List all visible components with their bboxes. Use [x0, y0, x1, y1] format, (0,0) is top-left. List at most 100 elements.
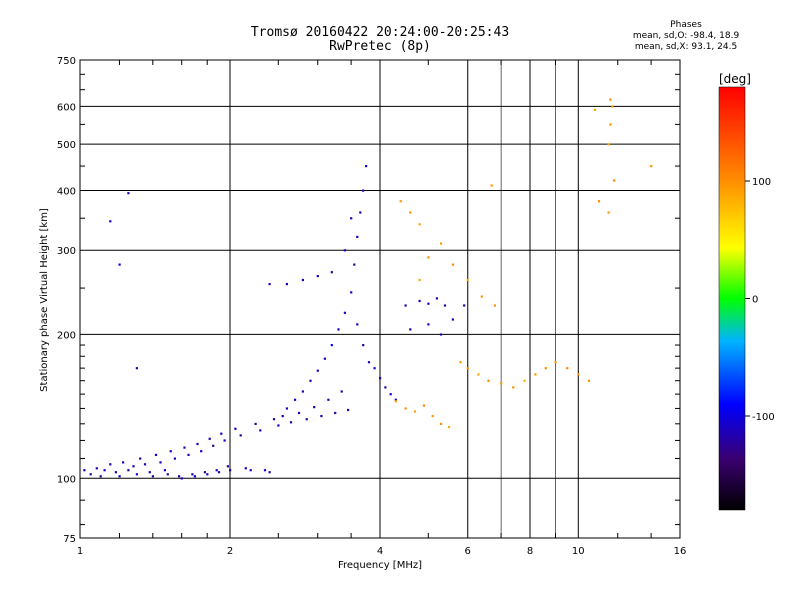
- x-tick-label: 2: [227, 546, 233, 557]
- data-point: [340, 390, 343, 393]
- data-point: [109, 463, 112, 466]
- data-point: [607, 211, 610, 214]
- data-point: [187, 453, 190, 456]
- chart-title-block: Tromsø 20160422 20:24:00-20:25:43 RwPret…: [80, 26, 680, 54]
- data-point: [208, 437, 211, 440]
- data-point: [609, 98, 612, 101]
- data-point: [249, 469, 252, 472]
- data-point: [109, 220, 112, 223]
- data-point: [217, 471, 221, 474]
- data-point: [183, 446, 186, 449]
- data-point: [451, 263, 454, 266]
- data-point: [154, 453, 158, 456]
- data-point: [309, 379, 312, 382]
- data-point: [650, 165, 653, 168]
- data-point: [347, 408, 350, 412]
- phase-stats-x: mean, sd,X: 93.1, 24.5: [634, 42, 738, 52]
- data-point: [477, 373, 480, 376]
- data-point: [487, 379, 490, 382]
- data-point: [463, 304, 466, 307]
- data-point: [356, 323, 359, 326]
- data-point: [422, 404, 426, 407]
- data-point: [122, 461, 125, 464]
- data-point: [451, 318, 454, 321]
- data-point: [566, 367, 569, 370]
- data-point: [593, 108, 597, 111]
- data-point: [180, 477, 183, 480]
- data-point: [169, 450, 172, 453]
- data-point: [234, 427, 237, 430]
- data-point: [409, 211, 412, 214]
- data-point: [313, 406, 316, 409]
- x-tick-label: 1: [77, 546, 83, 557]
- data-point: [334, 411, 337, 415]
- data-point: [409, 328, 412, 331]
- x-tick-label: 4: [377, 546, 383, 557]
- data-point: [89, 473, 92, 476]
- data-point: [239, 434, 242, 437]
- data-point: [83, 469, 86, 472]
- data-point: [135, 367, 138, 370]
- plot-frame: [79, 59, 681, 539]
- data-point: [365, 165, 368, 168]
- data-point: [316, 369, 319, 372]
- data-point: [394, 398, 397, 401]
- data-point: [480, 295, 483, 298]
- data-point: [151, 475, 154, 478]
- data-point: [285, 283, 288, 286]
- x-tick-label: 6: [465, 546, 471, 557]
- data-point: [127, 192, 130, 195]
- data-point: [427, 323, 430, 326]
- axis-ticks: 1 2 4 6 8 10 16 75 100 200 300 400 500 600 750: [57, 56, 686, 557]
- data-point: [114, 471, 117, 474]
- data-point: [173, 457, 176, 460]
- y-tick-label: 200: [57, 330, 76, 341]
- x-tick-label: 10: [572, 546, 585, 557]
- data-point: [159, 461, 162, 464]
- data-point: [223, 439, 226, 442]
- data-point: [327, 398, 330, 401]
- data-point: [459, 361, 462, 364]
- data-point: [493, 304, 496, 307]
- data-point: [196, 442, 199, 446]
- data-point: [373, 367, 376, 370]
- data-point: [512, 386, 515, 389]
- data-point: [427, 302, 430, 305]
- chart-subtitle: RwPretec (8p): [329, 39, 431, 54]
- y-tick-label: 300: [57, 246, 76, 257]
- phase-stats: Phases mean, sd,O: -98.4, 18.9 mean, sd,…: [596, 20, 776, 53]
- data-point: [611, 105, 614, 108]
- data-point: [343, 311, 346, 314]
- data-point: [427, 256, 430, 259]
- data-point: [554, 361, 557, 364]
- phase-stats-heading: Phases: [670, 20, 702, 30]
- x-axis-label: Frequency [MHz]: [338, 560, 422, 571]
- data-point: [362, 189, 365, 192]
- data-point: [323, 357, 326, 360]
- y-tick-label: 400: [57, 186, 76, 197]
- y-tick-label: 750: [57, 56, 76, 67]
- data-point: [118, 475, 121, 478]
- data-point: [330, 271, 333, 274]
- data-point: [118, 263, 121, 266]
- data-point: [587, 379, 590, 382]
- data-point: [139, 457, 142, 460]
- data-point: [500, 382, 503, 385]
- data-point: [466, 278, 469, 282]
- data-point: [399, 200, 402, 203]
- colorbar-ticks: 100 0 -100: [745, 177, 775, 423]
- data-point: [191, 473, 194, 476]
- data-point: [435, 297, 438, 300]
- data-point: [356, 235, 359, 238]
- data-point: [193, 475, 196, 478]
- data-point: [305, 418, 308, 421]
- colorbar-tick-label: 100: [752, 177, 771, 188]
- data-point: [320, 415, 323, 418]
- data-point: [277, 424, 280, 427]
- data-point: [343, 249, 346, 252]
- data-point: [362, 344, 365, 347]
- data-point: [439, 242, 443, 245]
- data-point: [206, 473, 209, 476]
- y-axis-label: Stationary phase Virtual Height [km]: [39, 208, 50, 392]
- data-point: [577, 373, 580, 376]
